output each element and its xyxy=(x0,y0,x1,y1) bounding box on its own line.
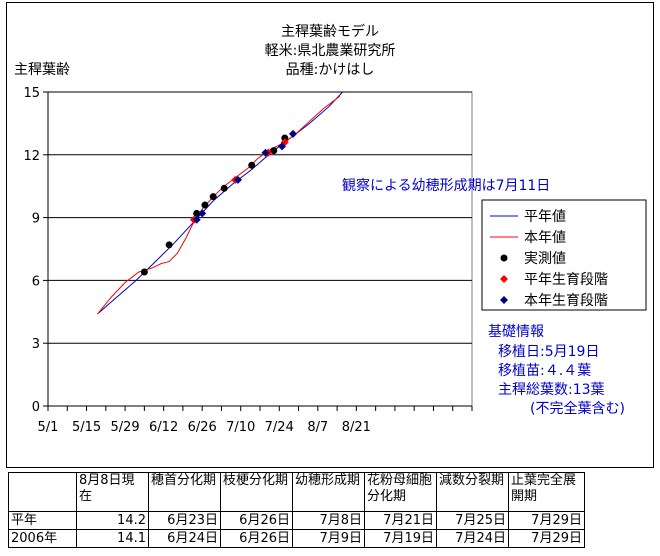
info-line-total-leaves: 主稈総葉数:13葉 xyxy=(498,382,605,398)
table-header-cell: 減数分裂期 xyxy=(436,472,509,512)
table-cell: 14.2 xyxy=(76,511,149,530)
legend-box xyxy=(481,199,647,311)
x-tick-label: 5/29 xyxy=(110,420,139,435)
table-cell: 6月26日 xyxy=(220,529,293,548)
data-point-measured xyxy=(209,193,217,201)
legend-label: 実測値 xyxy=(524,251,566,267)
table-header-cell: 8月8日現在 xyxy=(76,472,149,512)
y-tick-label: 15 xyxy=(23,86,40,101)
table-header-cell: 幼穂形成期 xyxy=(292,472,365,512)
y-tick-label: 3 xyxy=(32,337,40,352)
info-line-seedling: 移植苗:４.４葉 xyxy=(498,363,591,379)
data-point-measured xyxy=(270,147,278,155)
chart-annotation: 観察による幼穂形成期は7月11日 xyxy=(342,177,550,194)
x-tick-label: 8/7 xyxy=(307,420,328,435)
table-header-cell: 枝梗分化期 xyxy=(220,472,293,512)
table-cell: 14.1 xyxy=(76,529,149,548)
table-header-cell: 穂首分化期 xyxy=(148,472,221,512)
table-cell: 7月29日 xyxy=(508,511,585,530)
table-cell: 7月24日 xyxy=(436,529,509,548)
table-cell: 7月25日 xyxy=(436,511,509,530)
x-tick-label: 6/12 xyxy=(149,420,178,435)
table-cell: 6月24日 xyxy=(148,529,221,548)
series-line-0 xyxy=(97,91,343,315)
y-axis: 0 3 6 9 12 15 xyxy=(23,86,49,415)
x-tick-label: 8/21 xyxy=(342,420,371,435)
chart-title-line-2: 軽米:県北農業研究所 xyxy=(265,43,396,59)
data-point-measured xyxy=(193,209,201,217)
x-tick-label: 6/26 xyxy=(188,420,217,435)
legend-label: 平年値 xyxy=(524,209,566,225)
table-row: 2006年 14.1 6月24日 6月26日 7月9日 7月19日 7月24日 … xyxy=(8,529,585,548)
data-point-measured xyxy=(248,161,256,169)
table-header-cell: 花粉母細胞分化期 xyxy=(364,472,437,512)
chart-title-line-1: 主稈葉齢モデル xyxy=(281,23,379,40)
table-row: 平年 14.2 6月23日 6月26日 7月8日 7月21日 7月25日 7月2… xyxy=(8,511,585,530)
data-point-measured xyxy=(165,241,173,249)
table-header-cell xyxy=(8,472,77,512)
x-tick-label: 5/1 xyxy=(38,420,59,435)
table-cell: 7月8日 xyxy=(292,511,365,530)
y-tick-label: 9 xyxy=(32,212,40,227)
data-point-stage-4 xyxy=(233,175,242,184)
legend-swatch xyxy=(500,275,508,283)
table-cell: 7月21日 xyxy=(364,511,437,530)
table-cell: 7月19日 xyxy=(364,529,437,548)
legend-label: 本年値 xyxy=(524,230,566,246)
y-tick-label: 0 xyxy=(32,400,40,415)
table-header-row: 8月8日現在 穂首分化期 枝梗分化期 幼穂形成期 花粉母細胞分化期 減数分裂期 … xyxy=(8,472,585,512)
data-point-stage-4 xyxy=(289,129,298,138)
series-markers xyxy=(140,129,298,276)
table-row-label: 2006年 xyxy=(8,529,77,548)
chart: 主稈葉齢モデル 軽米:県北農業研究所 品種:かけはし 主稈葉齢 0 3 6 9 12 15… xyxy=(6,2,654,468)
chart-title-line-3: 品種:かけはし xyxy=(286,62,375,78)
data-point-stage-4 xyxy=(192,215,201,224)
legend-swatch xyxy=(500,296,508,304)
legend-swatch xyxy=(500,254,508,262)
y-tick-label: 6 xyxy=(32,274,40,289)
x-tick-label: 5/15 xyxy=(72,420,101,435)
info-line-note: (不完全葉含む) xyxy=(530,400,625,417)
legend-label: 平年生育段階 xyxy=(524,272,608,288)
y-axis-label: 主稈葉齢 xyxy=(14,62,70,78)
grid-lines xyxy=(48,91,472,344)
x-tick-label: 7/24 xyxy=(265,420,294,435)
plot-area xyxy=(47,91,473,407)
table-header-cell: 止葉完全展開期 xyxy=(508,472,585,512)
info-heading: 基礎情報 xyxy=(488,323,544,340)
table-cell: 7月29日 xyxy=(508,529,585,548)
info-line-transplant-date: 移植日:5月19日 xyxy=(498,344,599,360)
data-point-stage-4 xyxy=(261,148,270,157)
data-point-measured xyxy=(281,134,289,142)
data-point-measured xyxy=(140,268,148,276)
x-axis: 5/1 5/15 5/29 6/12 6/26 7/10 7/24 8/7 8/21 xyxy=(38,405,473,435)
legend-label: 本年生育段階 xyxy=(524,293,608,309)
data-point-measured xyxy=(201,201,209,209)
data-point-stage-4 xyxy=(198,209,207,218)
table-cell: 7月9日 xyxy=(292,529,365,548)
table-cell: 6月23日 xyxy=(148,511,221,530)
table-cell: 6月26日 xyxy=(220,511,293,530)
growth-stage-table: 8月8日現在 穂首分化期 枝梗分化期 幼穂形成期 花粉母細胞分化期 減数分裂期 … xyxy=(8,472,585,548)
x-tick-label: 7/10 xyxy=(226,420,255,435)
data-point-measured xyxy=(220,184,228,192)
data-point-stage-4 xyxy=(278,142,287,151)
table-row-label: 平年 xyxy=(8,511,77,530)
y-tick-label: 12 xyxy=(23,149,40,164)
